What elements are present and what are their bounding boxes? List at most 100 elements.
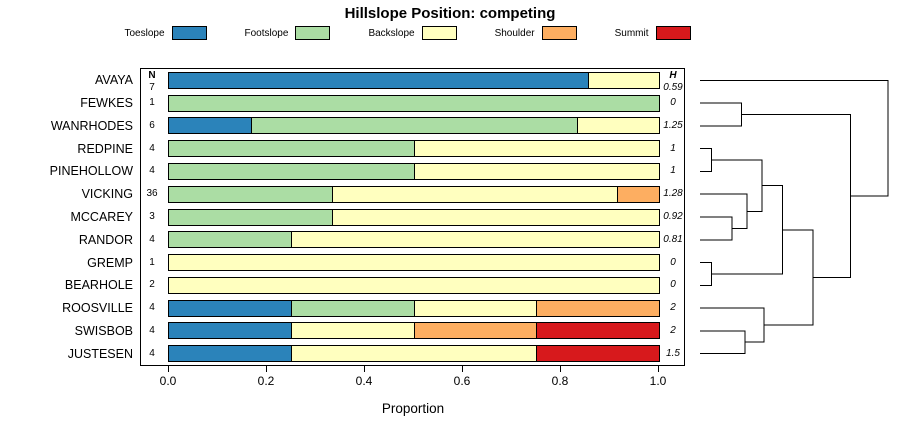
dendrogram-link [700, 307, 765, 343]
legend-swatch-footslope [295, 26, 331, 40]
bar-segment-footslope [169, 186, 333, 202]
bar-row [168, 185, 660, 203]
row-h-value: 0.59 [663, 82, 683, 93]
row-h-value: 1.25 [663, 119, 683, 131]
chart-title: Hillslope Position: competing [344, 5, 556, 22]
bar-row [168, 254, 660, 272]
bar-row [168, 299, 660, 317]
row-n-value: 1 [149, 256, 155, 268]
bar-segment-backslope [169, 255, 659, 271]
legend-swatch-toeslope [171, 26, 207, 40]
row-label: VICKING [81, 187, 133, 202]
bar-segment-footslope [169, 209, 333, 225]
bar-segment-footslope [169, 163, 415, 179]
x-tick-label: 1.0 [649, 374, 667, 388]
dendrogram-link [711, 159, 763, 212]
row-h-value: 0 [670, 97, 676, 109]
x-tick-label: 0.6 [453, 374, 471, 388]
row-h-value: 1 [670, 142, 676, 154]
row-label: FEWKES [80, 96, 133, 111]
bar-row [168, 162, 660, 180]
row-n-value: 3 [149, 211, 155, 222]
row-h-value: 0 [670, 279, 676, 291]
row-h-value: 0 [670, 256, 676, 268]
bar-row [168, 231, 660, 249]
bar-row [168, 322, 660, 340]
legend-item-backslope: Backslope [368, 26, 457, 40]
n-column-header: N [148, 70, 156, 81]
bar-segment-backslope [292, 346, 537, 362]
x-tick-label: 0.8 [551, 374, 569, 388]
bar-segment-toeslope [169, 346, 292, 362]
dendrogram-link [700, 79, 889, 197]
bar-segment-toeslope [169, 323, 292, 339]
legend-item-footslope: Footslope [245, 26, 331, 40]
x-tick-label: 0.4 [355, 374, 373, 388]
legend-swatch-shoulder [541, 26, 577, 40]
legend-label: Summit [614, 27, 649, 39]
plot-box [140, 68, 685, 366]
h-column-header: H [669, 70, 677, 81]
row-n-value: 36 [146, 188, 158, 200]
bar-row [168, 71, 660, 89]
row-n-value: 1 [149, 97, 155, 109]
x-tick [462, 366, 463, 372]
bar-row [168, 140, 660, 158]
row-h-value: 1.28 [663, 188, 683, 200]
dendrogram-link [700, 216, 733, 241]
row-n-value: 2 [149, 279, 155, 291]
bar-row [168, 345, 660, 363]
x-tick-label: 0.2 [257, 374, 275, 388]
row-label: ROOSVILLE [62, 301, 133, 316]
row-h-value: 0.92 [663, 211, 683, 222]
row-n-value: 4 [149, 165, 155, 177]
row-label: MCCAREY [70, 210, 133, 224]
dendrogram-link [711, 185, 784, 275]
dendrogram-link [700, 102, 742, 127]
row-label: RANDOR [78, 232, 133, 247]
row-label: AVAYA [95, 73, 133, 88]
bar-segment-backslope [577, 118, 660, 134]
legend-swatch-summit [655, 26, 691, 40]
bar-segment-footslope [169, 141, 415, 157]
row-label: BEARHOLE [64, 278, 133, 293]
bar-segment-backslope [589, 72, 659, 88]
bar-segment-footslope [291, 300, 415, 316]
dendrogram-link [741, 114, 851, 278]
row-n-value: 4 [149, 233, 155, 245]
row-h-value: 2 [670, 324, 676, 336]
x-tick-label: 0.0 [159, 374, 177, 388]
legend-item-toeslope: Toeslope [124, 26, 207, 40]
x-tick [168, 366, 169, 372]
row-n-value: 4 [149, 302, 155, 314]
row-n-value: 6 [149, 119, 155, 131]
bar-row [168, 117, 660, 135]
bar-segment-backslope [332, 186, 619, 202]
row-h-value: 2 [670, 302, 676, 314]
x-axis-label: Proportion [381, 401, 445, 416]
x-tick [364, 366, 365, 372]
x-tick [658, 366, 659, 372]
dendrogram-link [700, 193, 748, 229]
row-h-value: 1.5 [666, 347, 680, 359]
x-tick [266, 366, 267, 372]
bar-segment-toeslope [169, 300, 292, 316]
bar-segment-footslope [169, 232, 293, 248]
dendrogram-link [763, 229, 814, 326]
bar-segment-shoulder [618, 186, 659, 202]
bar-segment-backslope [414, 300, 538, 316]
row-h-value: 0.81 [663, 233, 683, 245]
bar-row [168, 208, 660, 226]
bar-segment-shoulder [414, 323, 538, 339]
row-n-value: 4 [149, 142, 155, 154]
bar-segment-summit [537, 323, 659, 339]
legend-item-shoulder: Shoulder [495, 26, 577, 40]
row-label: PINEHOLLOW [49, 164, 133, 179]
row-n-value: 4 [149, 347, 155, 359]
bar-segment-footslope [169, 95, 659, 111]
legend: Toeslope Footslope Backslope Shoulder Summit [0, 26, 815, 40]
bar-segment-shoulder [537, 300, 659, 316]
row-n-value: 4 [149, 324, 155, 336]
x-tick [560, 366, 561, 372]
